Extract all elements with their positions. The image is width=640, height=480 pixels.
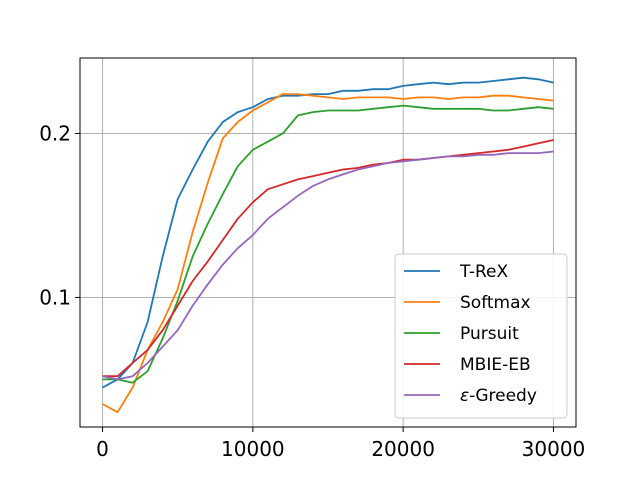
axis-ticks: 0 10000 20000 30000 0.1 0.2 (39, 121, 585, 461)
y-tick-label: 0.2 (39, 121, 71, 145)
grid-lines (80, 58, 576, 427)
series-lines (102, 76, 554, 414)
legend-label: T-ReX (459, 262, 508, 282)
series-line-1 (102, 93, 554, 414)
legend-label: MBIE-EB (460, 355, 531, 375)
legend-label: ε-Greedy (460, 386, 537, 406)
legend-box (394, 253, 568, 419)
x-tick-label: 10000 (221, 437, 285, 461)
x-tick-label: 0 (96, 437, 109, 461)
legend-label: Pursuit (460, 324, 519, 344)
series-line-3 (102, 139, 554, 378)
plot-frame (79, 57, 577, 428)
y-tick-label: 0.1 (39, 285, 71, 309)
series-line-0 (102, 76, 554, 389)
x-tick-label: 20000 (371, 437, 435, 461)
series-line-2 (102, 104, 554, 384)
x-tick-label: 30000 (522, 437, 586, 461)
legend-label: Softmax (460, 293, 531, 313)
series-line-4 (102, 150, 554, 381)
legend: T-ReX Softmax Pursuit MBIE-EB ε-Greedy (394, 253, 568, 419)
